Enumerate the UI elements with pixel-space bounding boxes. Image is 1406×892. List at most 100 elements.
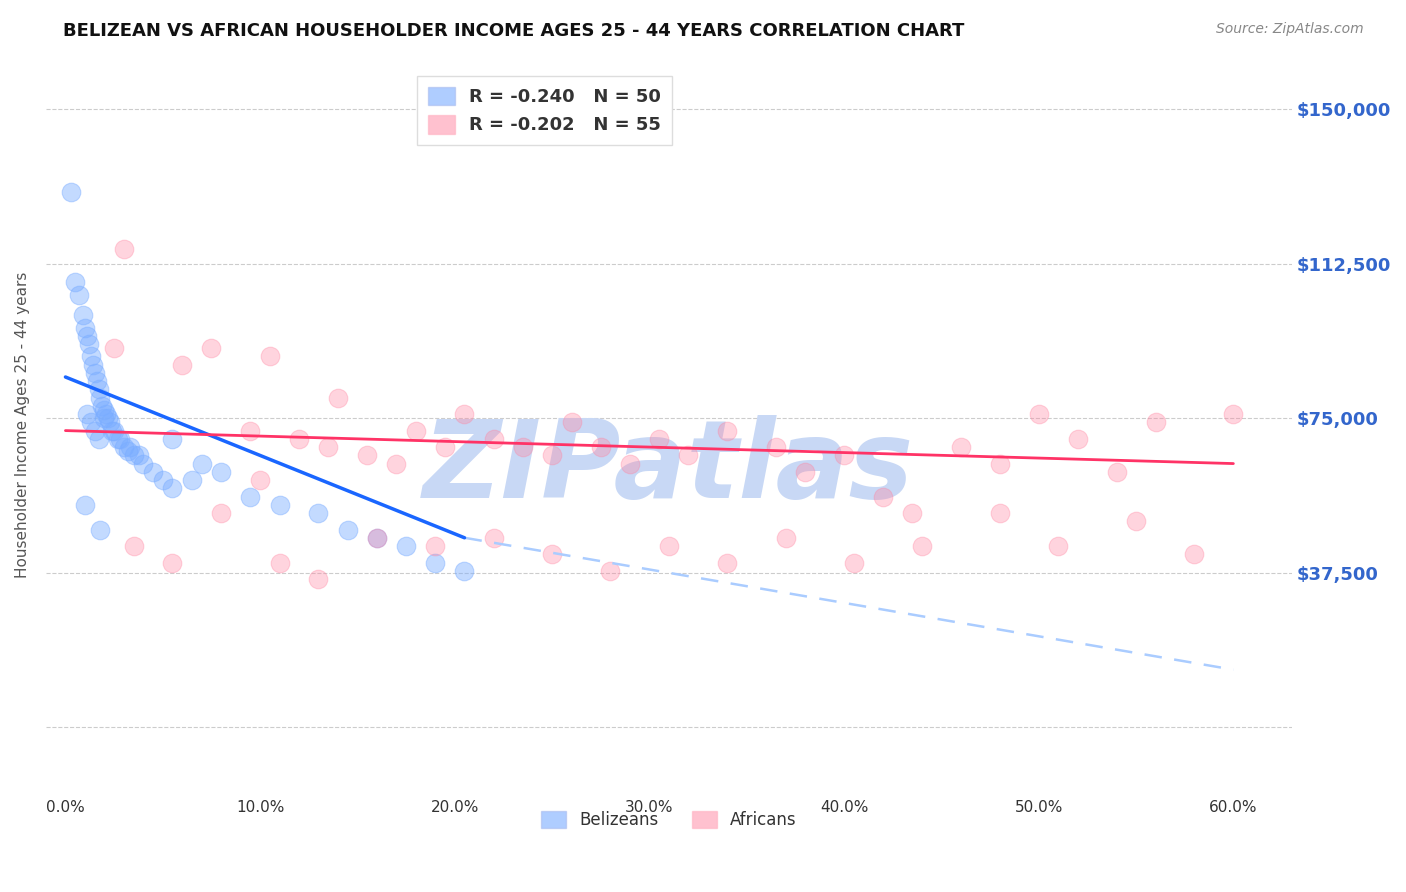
Text: ZIPatlas: ZIPatlas — [423, 415, 914, 521]
Point — [259, 350, 281, 364]
Point — [103, 341, 125, 355]
Point — [949, 440, 972, 454]
Point — [1144, 415, 1167, 429]
Point — [453, 564, 475, 578]
Point — [162, 432, 184, 446]
Point — [77, 337, 100, 351]
Point — [308, 572, 330, 586]
Point — [599, 564, 621, 578]
Point — [395, 539, 418, 553]
Point — [1105, 465, 1128, 479]
Point — [103, 424, 125, 438]
Point — [190, 457, 212, 471]
Point — [97, 411, 120, 425]
Point — [589, 440, 612, 454]
Point — [118, 440, 141, 454]
Point — [648, 432, 671, 446]
Point — [308, 506, 330, 520]
Point — [87, 432, 110, 446]
Point — [209, 506, 232, 520]
Point — [453, 407, 475, 421]
Text: Source: ZipAtlas.com: Source: ZipAtlas.com — [1216, 22, 1364, 37]
Point — [80, 415, 103, 429]
Point — [269, 556, 291, 570]
Point — [101, 424, 124, 438]
Point — [172, 358, 194, 372]
Point — [122, 539, 145, 553]
Point — [561, 415, 583, 429]
Point — [239, 424, 262, 438]
Point — [1047, 539, 1070, 553]
Point — [832, 448, 855, 462]
Point — [988, 506, 1011, 520]
Point — [93, 403, 115, 417]
Point — [132, 457, 155, 471]
Y-axis label: Householder Income Ages 25 - 44 years: Householder Income Ages 25 - 44 years — [15, 271, 30, 578]
Point — [76, 328, 98, 343]
Point — [91, 399, 114, 413]
Point — [72, 308, 94, 322]
Point — [316, 440, 339, 454]
Point — [82, 358, 104, 372]
Point — [108, 432, 131, 446]
Point — [128, 448, 150, 462]
Point — [911, 539, 934, 553]
Point — [425, 539, 447, 553]
Point — [405, 424, 427, 438]
Point — [775, 531, 797, 545]
Point — [73, 498, 96, 512]
Point — [1184, 547, 1206, 561]
Point — [482, 531, 505, 545]
Point — [249, 473, 271, 487]
Point — [619, 457, 641, 471]
Point — [83, 366, 105, 380]
Point — [122, 448, 145, 462]
Point — [142, 465, 165, 479]
Point — [67, 287, 90, 301]
Point — [512, 440, 534, 454]
Point — [162, 556, 184, 570]
Point — [162, 481, 184, 495]
Point — [96, 407, 118, 421]
Point — [200, 341, 222, 355]
Point — [482, 432, 505, 446]
Legend: Belizeans, Africans: Belizeans, Africans — [534, 804, 803, 836]
Point — [385, 457, 408, 471]
Point — [73, 320, 96, 334]
Point — [107, 432, 129, 446]
Point — [366, 531, 388, 545]
Point — [716, 556, 738, 570]
Point — [434, 440, 457, 454]
Point — [425, 556, 447, 570]
Point — [288, 432, 311, 446]
Point — [86, 374, 108, 388]
Point — [901, 506, 924, 520]
Point — [60, 185, 83, 199]
Point — [98, 415, 121, 429]
Point — [209, 465, 232, 479]
Point — [93, 411, 115, 425]
Point — [356, 448, 378, 462]
Point — [1066, 432, 1088, 446]
Point — [716, 424, 738, 438]
Point — [872, 490, 894, 504]
Point — [80, 350, 103, 364]
Point — [152, 473, 174, 487]
Point — [678, 448, 700, 462]
Point — [63, 275, 86, 289]
Point — [1028, 407, 1050, 421]
Point — [541, 547, 564, 561]
Point — [112, 242, 135, 256]
Point — [269, 498, 291, 512]
Point — [794, 465, 817, 479]
Point — [842, 556, 865, 570]
Point — [117, 444, 139, 458]
Point — [336, 523, 359, 537]
Point — [89, 391, 111, 405]
Point — [1222, 407, 1244, 421]
Point — [988, 457, 1011, 471]
Point — [239, 490, 262, 504]
Text: BELIZEAN VS AFRICAN HOUSEHOLDER INCOME AGES 25 - 44 YEARS CORRELATION CHART: BELIZEAN VS AFRICAN HOUSEHOLDER INCOME A… — [63, 22, 965, 40]
Point — [765, 440, 787, 454]
Point — [112, 440, 135, 454]
